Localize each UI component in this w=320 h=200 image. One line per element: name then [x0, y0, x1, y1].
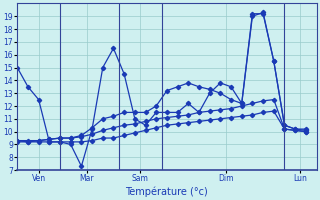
- X-axis label: Température (°c): Température (°c): [125, 186, 208, 197]
